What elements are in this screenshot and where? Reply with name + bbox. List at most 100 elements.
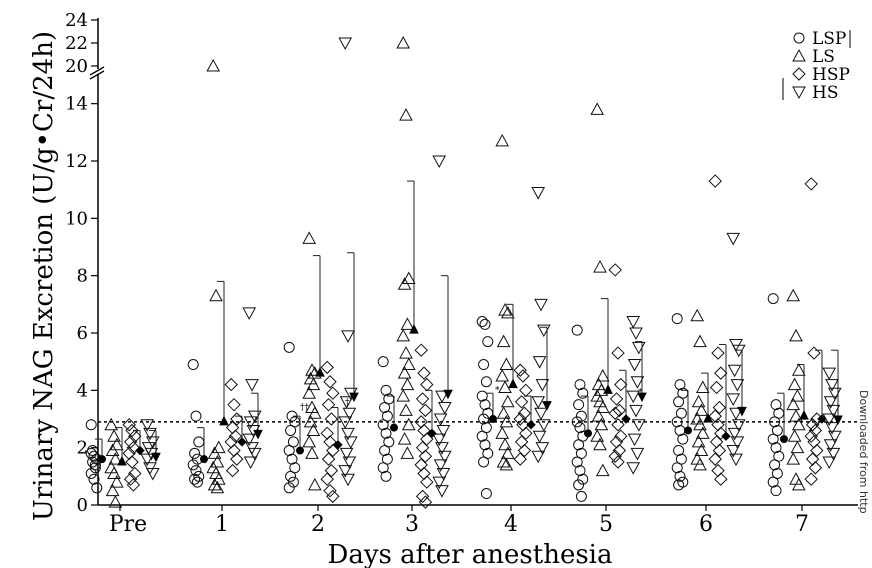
data-point-hsp: [417, 366, 431, 380]
x-ticks-group: Pre 1 2 3 4 5 6 7: [109, 505, 809, 537]
data-point-hsp: [321, 397, 336, 412]
data-point-ls: [397, 277, 412, 290]
data-point-hsp: [420, 377, 434, 392]
data-point-hs: [626, 316, 641, 329]
data-point-lsp: [677, 433, 689, 445]
data-point-hs: [731, 419, 746, 432]
data-point-ls: [500, 446, 515, 459]
data-point-hs: [731, 344, 746, 358]
data-point-ls: [209, 288, 223, 302]
data-point-ls: [104, 460, 119, 474]
data-point-hs: [145, 467, 160, 481]
data-point-hs: [433, 459, 448, 472]
data-point-hsp: [808, 461, 823, 475]
data-point-hs: [243, 456, 258, 470]
mean-hsp: [721, 431, 731, 441]
data-point-ls: [109, 475, 124, 488]
data-point-ls: [693, 334, 707, 348]
legend-marker: [792, 48, 806, 62]
data-point-hsp: [123, 435, 138, 449]
data-point-ls: [499, 357, 514, 371]
data-point-hs: [726, 393, 741, 406]
data-point-lsp: [193, 436, 205, 448]
data-point-ls: [400, 317, 415, 330]
legend-label: HS: [812, 83, 838, 103]
data-point-ls: [791, 417, 806, 431]
annotation-mark: *: [495, 386, 500, 396]
data-point-ls: [396, 35, 411, 49]
data-point-hsp: [513, 363, 527, 377]
x-tick-label: 1: [215, 512, 229, 537]
data-point-hsp: [805, 418, 820, 432]
data-point-hsp: [611, 455, 625, 469]
data-point-ls: [690, 308, 705, 322]
data-point-hs: [532, 430, 547, 444]
data-point-hs: [535, 442, 550, 455]
data-point-hs: [827, 387, 842, 401]
mean-lsp: [489, 415, 497, 423]
data-point-lsp: [767, 293, 779, 305]
data-point-lsp: [573, 479, 585, 491]
data-point-hs: [631, 341, 646, 355]
data-point-ls: [695, 380, 710, 393]
data-point-hsp: [608, 449, 622, 463]
data-point-lsp: [380, 470, 392, 482]
data-point-hs: [432, 155, 447, 169]
data-point-ls: [590, 429, 605, 442]
data-point-hs: [631, 419, 646, 432]
data-point-ls: [306, 423, 321, 436]
legend-marker: [793, 32, 805, 44]
mean-lsp: [390, 423, 398, 432]
data-point-hs: [338, 465, 353, 478]
mean-lsp: [584, 429, 592, 438]
data-point-lsp: [190, 465, 202, 477]
data-point-ls: [499, 414, 514, 428]
data-point-lsp: [575, 490, 587, 502]
data-point-hs: [531, 187, 546, 200]
data-point-ls: [786, 452, 801, 465]
data-point-hsp: [128, 466, 142, 481]
data-point-lsp: [289, 416, 301, 428]
y-tick-label: 4: [77, 380, 88, 401]
data-point-lsp: [286, 410, 298, 422]
data-point-ls: [593, 437, 607, 451]
data-point-lsp: [383, 436, 395, 448]
data-point-ls: [207, 477, 222, 491]
mean-hs: [737, 406, 747, 417]
data-point-lsp: [283, 341, 295, 353]
data-point-lsp: [575, 410, 587, 422]
data-point-ls: [210, 454, 225, 468]
data-point-ls: [206, 58, 221, 72]
data-point-hsp: [323, 483, 337, 498]
data-point-ls: [595, 400, 610, 414]
y-tick-label: 12: [65, 151, 88, 172]
data-point-hsp: [711, 346, 725, 360]
data-point-hs: [730, 436, 745, 449]
data-point-ls: [396, 328, 411, 342]
data-point-ls: [104, 417, 119, 431]
x-tick-label: 7: [795, 512, 809, 537]
mean-hs: [443, 389, 453, 400]
data-point-hsp: [122, 418, 136, 432]
data-point-lsp: [87, 456, 99, 468]
data-point-hsp: [321, 452, 336, 466]
data-point-lsp: [289, 462, 301, 474]
data-point-ls: [495, 133, 510, 147]
legend-marker: [792, 67, 806, 81]
data-point-lsp: [478, 359, 490, 371]
data-point-lsp: [85, 419, 97, 431]
mean-hsp: [427, 428, 437, 439]
data-point-hs: [436, 467, 451, 481]
legend-label: LS: [812, 47, 835, 67]
data-point-hs: [342, 407, 357, 421]
data-point-hs: [436, 424, 451, 438]
data-point-hsp: [418, 403, 433, 418]
means-group: [98, 324, 843, 466]
data-point-ls: [400, 446, 415, 459]
data-point-hsp: [128, 429, 142, 443]
data-point-hsp: [517, 406, 532, 420]
data-point-hs: [339, 447, 354, 461]
y-tick-label: 10: [65, 208, 88, 229]
